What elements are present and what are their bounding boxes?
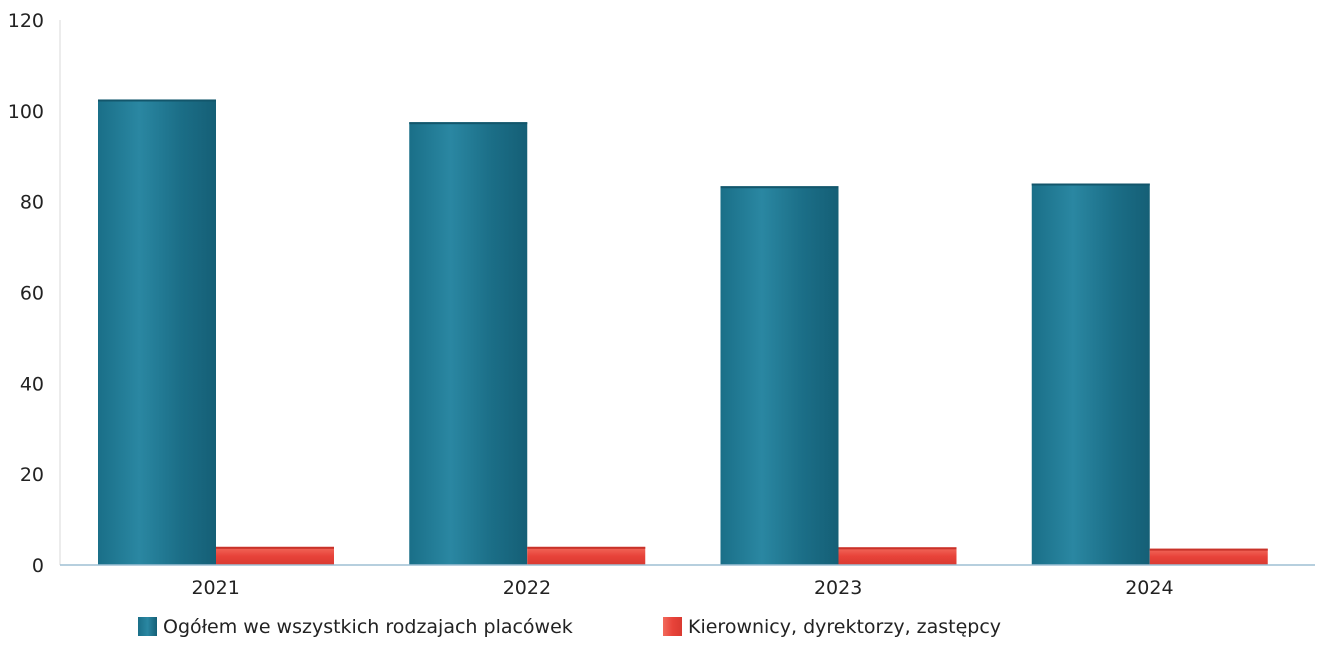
bars <box>98 99 1268 566</box>
x-tick-label-2024: 2024 <box>1125 577 1173 599</box>
y-tick-label: 120 <box>8 10 44 32</box>
bar-total-top-edge-2022 <box>409 122 528 125</box>
y-tick-label: 100 <box>8 101 44 123</box>
bar-managers-top-edge-2024 <box>1149 548 1268 551</box>
bar-managers-2023 <box>838 547 957 565</box>
legend-label-1: Ogółem we wszystkich rodzajach placówek <box>163 616 573 638</box>
bar-total-2022 <box>409 122 528 565</box>
legend-label-2: Kierownicy, dyrektorzy, zastępcy <box>688 616 1001 638</box>
x-axis: 2021 2022 2023 2024 <box>60 564 1315 599</box>
bar-total-top-edge-2021 <box>98 99 216 102</box>
legend-swatch-2 <box>663 617 682 636</box>
y-tick-label: 0 <box>32 555 44 577</box>
x-tick-label-2021: 2021 <box>191 577 239 599</box>
legend-swatch-1 <box>138 617 157 636</box>
bar-managers-top-edge-2023 <box>838 547 957 550</box>
bar-managers-2022 <box>527 546 646 565</box>
bar-total-top-edge-2024 <box>1031 183 1150 186</box>
bar-total-top-edge-2023 <box>720 186 839 189</box>
x-tick-label-2023: 2023 <box>814 577 862 599</box>
x-tick-label-2022: 2022 <box>503 577 551 599</box>
bar-total-2024 <box>1031 183 1150 565</box>
bar-total-2023 <box>720 186 839 565</box>
y-tick-label: 80 <box>20 192 44 214</box>
y-tick-label: 40 <box>20 373 44 395</box>
bar-managers-top-edge-2022 <box>527 546 646 549</box>
y-tick-label: 60 <box>20 283 44 305</box>
bar-managers-2021 <box>216 546 334 565</box>
y-tick-label: 20 <box>20 464 44 486</box>
bar-total-2021 <box>98 99 216 566</box>
bar-managers-top-edge-2021 <box>216 546 334 549</box>
bar-managers-2024 <box>1149 548 1268 565</box>
legend: Ogółem we wszystkich rodzajach placówek K… <box>138 616 1001 638</box>
y-axis: 0 20 40 60 80 100 120 <box>8 10 61 577</box>
